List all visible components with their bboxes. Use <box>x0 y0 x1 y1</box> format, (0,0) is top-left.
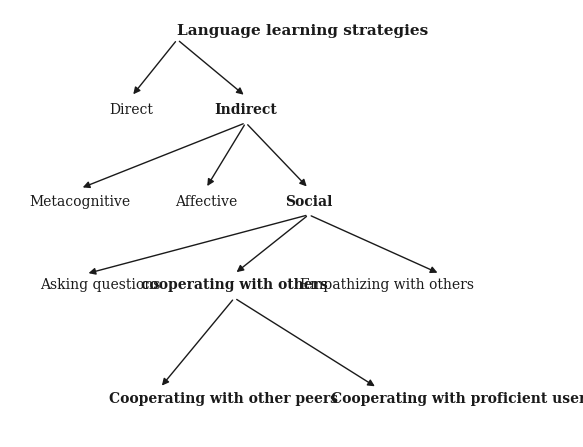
Text: cooperating with others: cooperating with others <box>141 278 328 292</box>
Text: Metacognitive: Metacognitive <box>30 194 131 209</box>
Text: Cooperating with other peers: Cooperating with other peers <box>108 392 338 406</box>
Text: Cooperating with proficient users: Cooperating with proficient users <box>332 392 583 406</box>
Text: Asking questions: Asking questions <box>40 278 160 292</box>
Text: Direct: Direct <box>110 103 153 117</box>
Text: Affective: Affective <box>175 194 237 209</box>
Text: Social: Social <box>285 194 332 209</box>
Text: Empathizing with others: Empathizing with others <box>300 278 475 292</box>
Text: Indirect: Indirect <box>215 103 277 117</box>
Text: Language learning strategies: Language learning strategies <box>177 24 429 38</box>
